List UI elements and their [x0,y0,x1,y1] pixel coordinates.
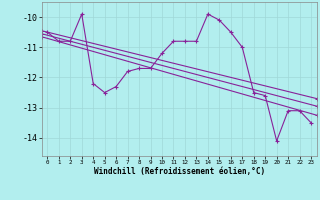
X-axis label: Windchill (Refroidissement éolien,°C): Windchill (Refroidissement éolien,°C) [94,167,265,176]
